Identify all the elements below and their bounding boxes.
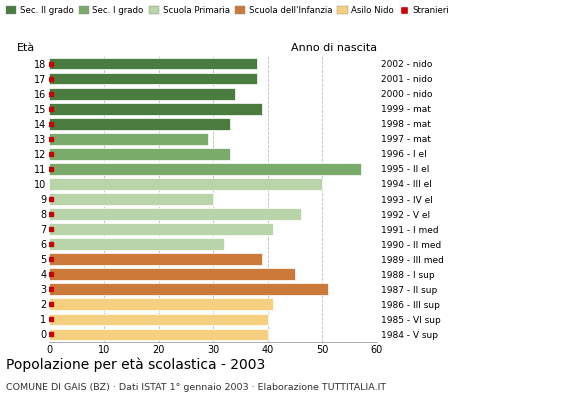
Bar	[49, 178, 322, 190]
Bar	[49, 284, 328, 295]
Text: Anno di nascita: Anno di nascita	[291, 43, 377, 53]
Bar	[49, 118, 230, 130]
Bar	[49, 88, 235, 100]
Text: Età: Età	[17, 43, 35, 53]
Bar	[49, 314, 268, 325]
Text: COMUNE DI GAIS (BZ) · Dati ISTAT 1° gennaio 2003 · Elaborazione TUTTITALIA.IT: COMUNE DI GAIS (BZ) · Dati ISTAT 1° genn…	[6, 383, 386, 392]
Bar	[49, 103, 262, 114]
Bar	[49, 253, 262, 265]
Bar	[49, 133, 208, 145]
Bar	[49, 238, 224, 250]
Legend: Sec. II grado, Sec. I grado, Scuola Primaria, Scuola dell'Infanzia, Asilo Nido, : Sec. II grado, Sec. I grado, Scuola Prim…	[4, 4, 451, 17]
Bar	[49, 163, 361, 175]
Bar	[49, 223, 273, 235]
Bar	[49, 193, 213, 205]
Text: Popolazione per età scolastica - 2003: Popolazione per età scolastica - 2003	[6, 358, 265, 372]
Bar	[49, 58, 257, 69]
Bar	[49, 73, 257, 84]
Bar	[49, 208, 300, 220]
Bar	[49, 148, 230, 160]
Bar	[49, 329, 268, 340]
Bar	[49, 268, 295, 280]
Bar	[49, 298, 273, 310]
